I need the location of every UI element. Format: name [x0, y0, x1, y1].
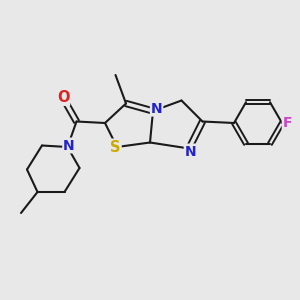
- Text: N: N: [185, 145, 196, 158]
- Text: O: O: [57, 90, 69, 105]
- Text: S: S: [110, 140, 121, 154]
- Text: N: N: [151, 102, 162, 116]
- Text: F: F: [283, 116, 292, 130]
- Text: N: N: [63, 139, 75, 152]
